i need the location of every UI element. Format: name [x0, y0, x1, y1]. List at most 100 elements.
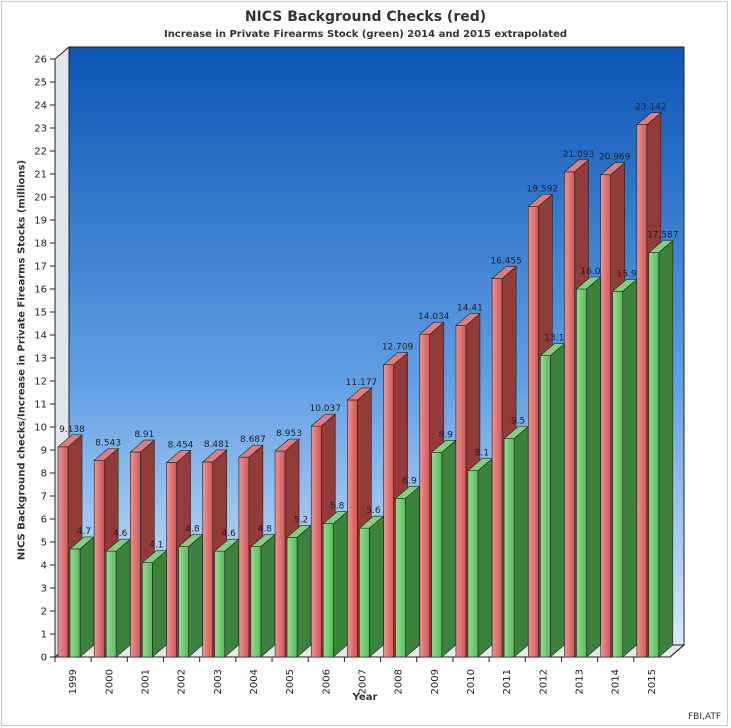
bar — [93, 460, 105, 658]
data-label: 4.8 — [258, 525, 273, 535]
bar-top — [129, 439, 156, 453]
y-tick-label: 7 — [41, 492, 47, 503]
bar-top — [527, 194, 554, 207]
bar-top — [201, 449, 228, 463]
data-label: 5.6 — [366, 506, 381, 516]
bar — [491, 278, 503, 658]
bar — [130, 451, 141, 658]
y-tick-label: 11 — [34, 400, 47, 411]
bar-top — [599, 162, 626, 176]
x-tick-label: 2014 — [611, 669, 622, 694]
bar — [527, 206, 539, 658]
x-tick-label: 2010 — [466, 669, 477, 694]
bar — [395, 497, 406, 658]
bar-top — [491, 266, 517, 279]
y-tick-label: 13 — [34, 354, 47, 365]
data-label: 13.1 — [544, 334, 564, 344]
bar — [310, 425, 322, 658]
bar — [576, 288, 587, 658]
bar — [564, 171, 575, 658]
y-axis-label-container: NICS Background checks/Increase in Priva… — [12, 120, 32, 600]
bar — [322, 523, 334, 658]
bar-top — [418, 321, 445, 335]
data-label: 21.093 — [563, 150, 595, 160]
y-tick-label: 4 — [41, 561, 47, 572]
data-label: 9.5 — [511, 417, 525, 427]
y-tick-label: 8 — [41, 469, 47, 480]
bar — [274, 450, 286, 658]
data-label: 8.454 — [168, 441, 194, 451]
y-tick-label: 2 — [41, 607, 47, 618]
bar-side — [586, 276, 601, 658]
x-tick-label: 2002 — [177, 669, 188, 694]
floor-edge — [669, 644, 685, 658]
x-tick-label: 2015 — [647, 669, 658, 694]
data-label: 8.953 — [276, 429, 302, 439]
bar-top — [346, 387, 373, 401]
data-label: 11.177 — [346, 378, 378, 388]
data-label: 8.91 — [134, 430, 154, 440]
bar-top — [274, 438, 300, 452]
bar — [359, 527, 370, 658]
data-label: 4.8 — [185, 525, 200, 535]
data-label: 5.8 — [330, 502, 345, 512]
y-tick-label: 0 — [41, 653, 47, 664]
bar — [431, 451, 443, 658]
y-tick-label: 12 — [34, 377, 47, 388]
data-label: 8.1 — [475, 449, 489, 459]
data-label: 15.9 — [617, 269, 637, 279]
bar-side — [79, 536, 95, 658]
y-tick-label: 18 — [34, 239, 47, 250]
bar-side — [441, 439, 457, 658]
data-label: 4.1 — [149, 541, 163, 551]
data-label: 17.587 — [647, 230, 679, 240]
bar — [503, 438, 515, 658]
bar-top — [382, 352, 409, 365]
bar — [612, 290, 623, 658]
bar-top — [455, 313, 481, 326]
bar — [383, 364, 394, 658]
bar — [636, 124, 648, 658]
bar-side — [513, 425, 529, 658]
bar-top — [648, 240, 674, 253]
x-tick-label: 2011 — [502, 669, 513, 694]
x-tick-label: 2007 — [358, 669, 369, 694]
data-label: 14.41 — [457, 304, 483, 314]
bar — [142, 562, 153, 658]
y-tick-label: 1 — [41, 630, 47, 641]
bar-top — [93, 448, 119, 461]
data-label: 8.9 — [439, 430, 454, 440]
bar-side — [332, 510, 348, 658]
x-tick-label: 2004 — [249, 669, 260, 694]
bar — [57, 446, 69, 658]
bar — [648, 252, 660, 658]
bar-top — [310, 413, 337, 427]
data-label: 19.592 — [527, 184, 559, 194]
y-tick-label: 16 — [34, 285, 47, 296]
bar-side — [152, 550, 167, 658]
data-label: 4.7 — [77, 527, 91, 537]
y-tick-label: 14 — [34, 331, 47, 342]
x-tick-label: 2009 — [430, 669, 441, 694]
bar-side — [224, 538, 240, 658]
bar-top — [57, 434, 83, 448]
bar — [347, 399, 358, 658]
y-tick-label: 17 — [34, 262, 47, 273]
data-label: 8.687 — [240, 435, 266, 445]
x-tick-label: 2012 — [538, 669, 549, 694]
source-credit: FBI,ATF — [688, 712, 721, 722]
bar — [214, 550, 226, 658]
x-tick-label: 2001 — [140, 669, 151, 694]
bar-side — [115, 538, 131, 658]
y-tick-label: 22 — [34, 147, 47, 158]
bar — [600, 174, 611, 658]
bar-side — [658, 239, 674, 658]
bar — [69, 548, 81, 658]
bar-top — [563, 159, 590, 173]
y-tick-label: 26 — [34, 55, 47, 66]
y-tick-label: 20 — [34, 193, 47, 204]
bar — [419, 333, 431, 658]
y-tick-label: 15 — [34, 308, 47, 319]
y-axis-label: NICS Background checks/Increase in Priva… — [16, 159, 28, 561]
